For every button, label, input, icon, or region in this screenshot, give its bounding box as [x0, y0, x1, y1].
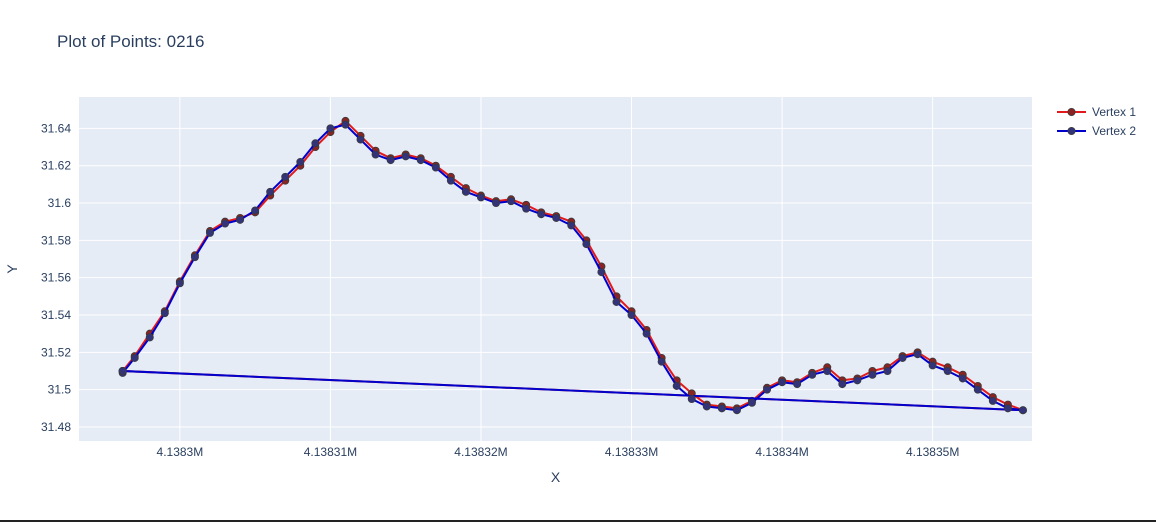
y-tick-label: 31.56: [41, 271, 71, 285]
y-axis-title: Y: [4, 264, 20, 274]
data-point: [582, 240, 591, 249]
legend-label: Vertex 2: [1092, 124, 1136, 138]
data-point: [507, 197, 516, 206]
data-point: [221, 219, 230, 228]
data-point: [597, 268, 606, 277]
data-point: [236, 215, 245, 224]
data-point: [266, 187, 275, 196]
data-point: [205, 228, 214, 237]
data-point: [492, 199, 501, 208]
legend-marker: [1067, 127, 1076, 136]
data-point: [160, 309, 169, 318]
data-point: [251, 206, 260, 215]
data-point: [311, 139, 320, 148]
legend-item[interactable]: Vertex 1: [1057, 105, 1136, 119]
data-point: [763, 385, 772, 394]
data-point: [1018, 406, 1027, 415]
legend[interactable]: Vertex 1 Vertex 2: [1057, 105, 1136, 138]
data-point: [913, 350, 922, 359]
chart-title: Plot of Points: 0216: [57, 32, 204, 51]
x-axis-title: X: [551, 469, 561, 485]
data-point: [431, 163, 440, 172]
data-point: [416, 156, 425, 165]
data-point: [657, 357, 666, 366]
data-point: [642, 329, 651, 338]
legend-marker: [1067, 108, 1076, 117]
data-point: [778, 378, 787, 387]
data-point: [853, 376, 862, 385]
data-point: [341, 120, 350, 129]
data-point: [868, 370, 877, 379]
series-2: [118, 120, 1027, 415]
data-point: [175, 279, 184, 288]
data-point: [326, 124, 335, 133]
data-point: [190, 253, 199, 262]
legend-item[interactable]: Vertex 2: [1057, 124, 1136, 138]
y-tick-label: 31.6: [48, 196, 72, 210]
y-tick-label: 31.48: [41, 420, 71, 434]
y-tick-label: 31.5: [48, 383, 72, 397]
data-point: [838, 380, 847, 389]
data-point: [988, 396, 997, 405]
data-point: [476, 193, 485, 202]
y-tick-label: 31.64: [41, 121, 71, 135]
data-point: [943, 367, 952, 376]
data-point: [567, 221, 576, 230]
data-point: [401, 152, 410, 161]
y-tick-label: 31.58: [41, 233, 71, 247]
data-point: [717, 404, 726, 413]
data-point: [522, 204, 531, 213]
data-point: [687, 395, 696, 404]
x-tick-label: 4.13832M: [454, 445, 507, 459]
data-point: [672, 381, 681, 390]
data-point: [130, 353, 139, 362]
data-point: [1003, 404, 1012, 413]
data-point: [446, 176, 455, 185]
data-point: [386, 156, 395, 165]
x-tick-label: 4.1383M: [157, 445, 204, 459]
data-point: [461, 187, 470, 196]
tick-labels: 31.48 31.5 31.52 31.54 31.56 31.58 31.6 31.62 31…: [41, 121, 959, 459]
data-point: [118, 367, 127, 376]
data-point: [702, 402, 711, 411]
data-point: [808, 370, 817, 379]
data-point: [883, 367, 892, 376]
data-point: [552, 213, 561, 222]
data-point: [732, 406, 741, 415]
data-point: [356, 135, 365, 144]
data-point: [958, 374, 967, 383]
data-point: [973, 385, 982, 394]
data-point: [793, 380, 802, 389]
data-point: [296, 157, 305, 166]
x-tick-label: 4.13833M: [605, 445, 658, 459]
plot-area: [79, 97, 1032, 441]
data-point: [537, 210, 546, 219]
data-point: [371, 150, 380, 159]
data-point: [281, 172, 290, 181]
y-tick-label: 31.54: [41, 308, 71, 322]
data-point: [823, 367, 832, 376]
data-point: [145, 333, 154, 342]
data-point: [898, 353, 907, 362]
y-tick-label: 31.52: [41, 345, 71, 359]
x-tick-label: 4.13835M: [906, 445, 959, 459]
y-tick-label: 31.62: [41, 159, 71, 173]
series-layer: [118, 116, 1027, 415]
data-point: [612, 297, 621, 306]
bottom-divider: [0, 520, 1156, 522]
data-point: [928, 361, 937, 370]
data-point: [747, 398, 756, 407]
x-tick-label: 4.13834M: [755, 445, 808, 459]
data-point: [627, 311, 636, 320]
legend-label: Vertex 1: [1092, 105, 1136, 119]
x-tick-label: 4.13831M: [304, 445, 357, 459]
